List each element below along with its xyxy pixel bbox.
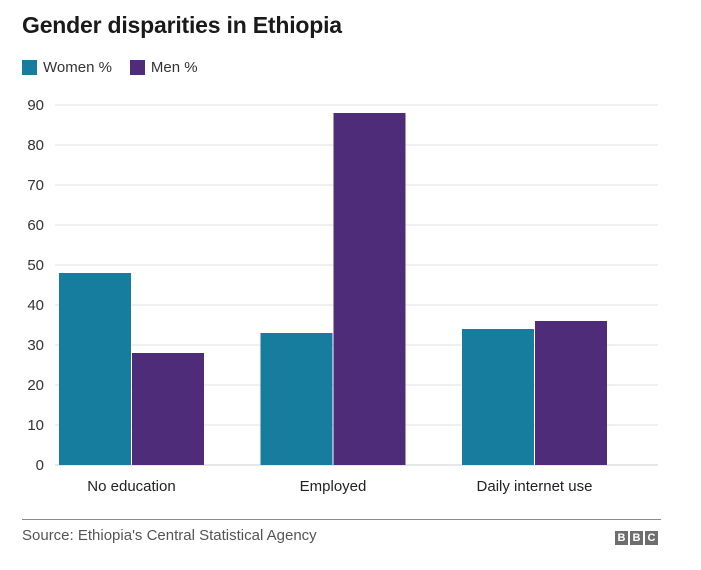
legend-swatch-men — [129, 60, 145, 75]
x-category-label: No education — [87, 478, 175, 495]
bar-women — [59, 273, 131, 465]
source-text: Source: Ethiopia's Central Statistical A… — [22, 527, 317, 544]
y-tick-label: 70 — [27, 177, 44, 194]
y-tick-label: 60 — [27, 217, 44, 234]
legend-label-men: Men % — [150, 59, 198, 76]
y-tick-label: 0 — [36, 457, 44, 474]
legend-item-women: Women % — [22, 59, 112, 76]
x-category-label: Employed — [300, 478, 367, 495]
y-tick-label: 10 — [27, 417, 44, 434]
y-tick-label: 20 — [27, 377, 44, 394]
chart-title: Gender disparities in Ethiopia — [22, 12, 342, 38]
bbc-logo-letter: B — [615, 531, 628, 545]
y-tick-label: 40 — [27, 297, 44, 314]
y-tick-label: 30 — [27, 337, 44, 354]
bar-chart: 0 10 20 30 40 50 60 70 80 90 No education Employed D… — [27, 97, 658, 495]
bar-men — [535, 321, 607, 465]
x-category-label: Daily internet use — [477, 478, 593, 495]
legend-label-women: Women % — [43, 59, 112, 76]
bar-women — [462, 329, 534, 465]
bbc-logo-letter: B — [630, 531, 643, 545]
y-tick-label: 50 — [27, 257, 44, 274]
bbc-logo-letter: C — [645, 531, 658, 545]
legend-item-men: Men % — [129, 59, 198, 76]
bar-men — [333, 113, 406, 465]
footer-divider — [22, 519, 661, 520]
bbc-logo: B B C — [613, 531, 658, 545]
bar-men — [132, 353, 204, 465]
y-tick-label: 80 — [27, 137, 44, 154]
y-tick-label: 90 — [27, 97, 44, 114]
bar-women — [260, 333, 333, 465]
legend: Women % Men % — [22, 59, 216, 76]
legend-swatch-women — [22, 60, 37, 75]
